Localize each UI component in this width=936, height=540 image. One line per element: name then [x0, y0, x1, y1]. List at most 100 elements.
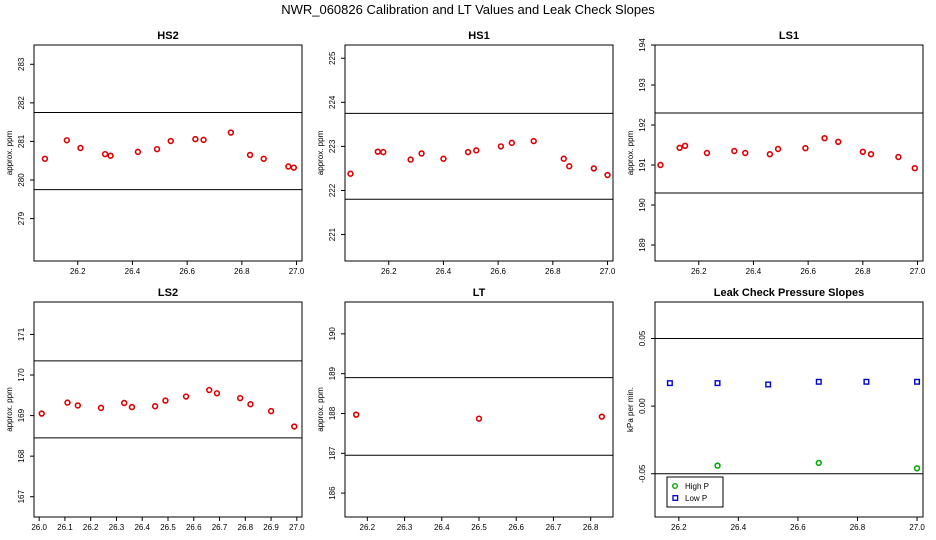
data-point [418, 150, 425, 157]
x-tick-label: 26.9 [263, 523, 279, 532]
x-tick-label: 26.0 [31, 523, 47, 532]
data-point [246, 151, 254, 159]
y-tick-label: 170 [17, 368, 26, 382]
plot-frame [33, 301, 303, 518]
data-point [107, 152, 114, 159]
data-point [742, 149, 749, 157]
x-tick-label: 26.3 [397, 523, 413, 532]
data-point [267, 407, 275, 415]
x-tick-label: 26.4 [746, 267, 762, 276]
panel-title: Leak Check Pressure Slopes [714, 287, 864, 299]
x-tick-label: 26.2 [691, 267, 707, 276]
data-point [821, 135, 828, 142]
x-tick-label: 26.7 [546, 523, 562, 532]
data-point [153, 145, 161, 153]
data-point [247, 401, 254, 408]
data-point [464, 148, 472, 156]
data-point [863, 378, 870, 385]
panel-ls2: LS2 26.0 26.1 26.2 26.3 26.4 26.5 26.6 26.7 26.8 2… [5, 287, 305, 532]
data-point [440, 155, 447, 162]
panel-title: HS2 [157, 30, 178, 42]
data-point [560, 155, 567, 162]
y-tick-label: 224 [328, 95, 337, 109]
data-point [475, 415, 483, 422]
panel-title: LS1 [779, 30, 799, 42]
y-tick-label: 194 [638, 38, 647, 52]
data-point [714, 380, 721, 387]
panel-leak-check: Leak Check Pressure Slopes 26.2 26.4 26.6 26… [626, 287, 925, 532]
y-tick-label: 222 [328, 183, 337, 197]
y-tick-label: 188 [328, 406, 337, 420]
x-tick-label: 27.0 [909, 523, 925, 532]
panel-title: LS2 [158, 287, 178, 299]
data-point [508, 139, 516, 147]
data-point [236, 394, 244, 402]
plot-frame [654, 301, 924, 518]
x-tick-label: 26.8 [855, 267, 871, 276]
data-point [285, 163, 292, 170]
data-point [38, 410, 45, 417]
data-point [74, 402, 82, 409]
data-point [227, 129, 235, 136]
data-point [895, 153, 902, 161]
y-tick-label: 192 [638, 118, 647, 132]
x-tick-label: 26.6 [490, 267, 506, 276]
x-tick-label: 26.5 [471, 523, 487, 532]
y-tick-label: 190 [328, 327, 337, 341]
panel-hs1: HS1 26.2 26.4 26.6 26.8 27.0 221 222 223 224 225 ap… [316, 30, 616, 276]
data-point [815, 378, 822, 385]
data-point [714, 462, 721, 469]
panel-hs2: HS2 26.2 26.4 26.6 26.8 27.0 279 280 281 282 283 ap… [5, 30, 305, 276]
y-tick-label: 0.05 [638, 330, 647, 346]
legend-label: Low P [685, 494, 707, 503]
data-point [200, 136, 207, 144]
y-tick-label: 225 [328, 51, 337, 65]
y-tick-label: 283 [17, 57, 26, 71]
x-tick-label: 26.6 [790, 523, 806, 532]
data-point [374, 148, 382, 155]
x-tick-label: 26.3 [109, 523, 125, 532]
x-tick-label: 27.0 [289, 523, 305, 532]
x-tick-label: 26.2 [671, 523, 687, 532]
plot-frame [33, 44, 303, 262]
y-tick-label: 167 [17, 489, 26, 503]
y-tick-label: 187 [328, 446, 337, 460]
data-point [120, 399, 128, 407]
y-tick-label: 280 [17, 173, 26, 187]
data-point [590, 165, 598, 172]
data-point [64, 399, 71, 406]
data-point [352, 411, 360, 418]
x-tick-label: 26.5 [160, 523, 176, 532]
y-tick-label: 223 [328, 139, 337, 153]
x-tick-label: 26.2 [381, 267, 397, 276]
y-tick-label: 0.00 [638, 398, 647, 414]
y-tick-label: -0.05 [638, 464, 647, 483]
data-point [815, 459, 822, 467]
y-tick-label: 191 [638, 158, 647, 172]
data-point [213, 390, 221, 397]
data-point [913, 465, 921, 472]
data-point [530, 137, 537, 145]
data-point [774, 145, 782, 153]
x-tick-label: 26.6 [179, 267, 195, 276]
x-tick-label: 26.8 [583, 523, 599, 532]
data-point [407, 156, 414, 163]
y-tick-label: 168 [17, 449, 26, 463]
data-point [291, 423, 298, 430]
data-point [134, 148, 142, 156]
y-tick-label: 193 [638, 78, 647, 92]
y-axis-label: approx. ppm [316, 130, 325, 175]
x-tick-label: 26.4 [731, 523, 747, 532]
legend-box [666, 476, 724, 508]
panel-title: LT [473, 287, 486, 299]
legend-marker [672, 495, 679, 501]
x-tick-label: 26.1 [57, 523, 73, 532]
x-tick-label: 26.2 [360, 523, 376, 532]
data-point [703, 149, 711, 157]
x-tick-label: 26.4 [125, 267, 141, 276]
y-tick-label: 281 [17, 134, 26, 148]
data-point [290, 164, 297, 171]
data-point [835, 138, 842, 146]
y-tick-label: 279 [17, 211, 26, 225]
data-point [97, 404, 105, 412]
